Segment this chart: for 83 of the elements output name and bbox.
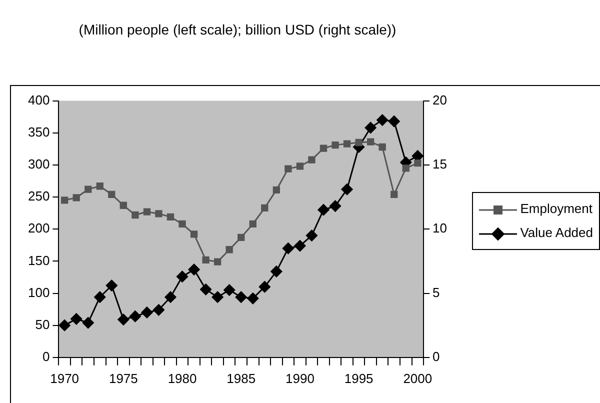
- point: [282, 242, 294, 254]
- point: [72, 194, 80, 202]
- point: [388, 116, 400, 128]
- point: [120, 202, 127, 209]
- y-tick-label: 400: [28, 92, 50, 108]
- point: [376, 114, 388, 126]
- point: [176, 270, 188, 282]
- point: [402, 164, 410, 172]
- point: [235, 291, 247, 303]
- point: [190, 230, 198, 238]
- point: [414, 159, 422, 167]
- point: [143, 208, 151, 216]
- y-tick-label: 100: [28, 284, 50, 300]
- point: [258, 281, 270, 293]
- point: [332, 141, 339, 149]
- point: [188, 264, 200, 276]
- point: [224, 284, 236, 296]
- point: [238, 234, 245, 242]
- x-tick-label: 2000: [403, 370, 432, 386]
- y-tick-label: 300: [28, 156, 50, 172]
- point: [166, 213, 174, 220]
- x-tick-label: 1985: [226, 370, 256, 386]
- point: [320, 144, 328, 152]
- point: [202, 256, 210, 264]
- point: [318, 204, 330, 216]
- y-tick-label: 50: [35, 316, 50, 332]
- point: [341, 184, 353, 196]
- point: [247, 292, 259, 304]
- y2-tick-label: 0: [432, 348, 440, 364]
- point: [94, 291, 106, 303]
- point: [214, 258, 222, 266]
- point: [132, 211, 139, 219]
- y-tick-label: 350: [28, 124, 50, 140]
- point: [164, 291, 176, 303]
- y-tick-label: 0: [42, 348, 50, 364]
- y2-tick-label: 15: [432, 156, 448, 172]
- y-tick-label: 250: [28, 188, 50, 204]
- point: [390, 190, 398, 198]
- point: [141, 306, 153, 318]
- point: [96, 182, 104, 190]
- point: [378, 143, 386, 151]
- point: [270, 266, 282, 278]
- point: [343, 140, 351, 148]
- point: [70, 313, 82, 325]
- x-tick-label: 1995: [344, 370, 374, 386]
- point: [306, 230, 318, 242]
- y2-tick-label: 10: [432, 220, 448, 236]
- point: [284, 165, 292, 172]
- point: [82, 317, 94, 329]
- point: [296, 162, 304, 170]
- point: [272, 186, 280, 194]
- x-tick-label: 1970: [50, 370, 80, 386]
- point: [330, 200, 342, 212]
- chart-title: (Million people (left scale); billion USD (right scale)): [78, 21, 396, 38]
- point: [200, 284, 212, 296]
- point: [129, 310, 141, 322]
- y2-tick-label: 5: [432, 284, 440, 300]
- point: [212, 291, 224, 303]
- point: [118, 314, 130, 326]
- point: [155, 210, 162, 218]
- point: [249, 220, 256, 228]
- point: [367, 138, 374, 146]
- point: [108, 190, 116, 198]
- legend-label: Employment: [520, 201, 592, 216]
- point: [58, 320, 70, 332]
- legend-label: Value Added: [520, 225, 593, 240]
- point: [355, 138, 362, 146]
- x-tick-label: 1975: [108, 370, 138, 386]
- y-tick-label: 200: [28, 220, 50, 236]
- point: [106, 280, 118, 292]
- point: [294, 240, 306, 252]
- point: [178, 220, 186, 228]
- point: [152, 304, 164, 316]
- point: [308, 156, 316, 164]
- x-tick-label: 1980: [168, 370, 197, 386]
- y2-tick-label: 20: [432, 92, 448, 108]
- point: [261, 204, 268, 212]
- x-tick-label: 1990: [286, 370, 314, 386]
- y-tick-label: 150: [28, 252, 50, 268]
- point: [60, 196, 68, 204]
- point: [84, 186, 92, 193]
- point: [226, 246, 233, 254]
- point: [364, 122, 376, 134]
